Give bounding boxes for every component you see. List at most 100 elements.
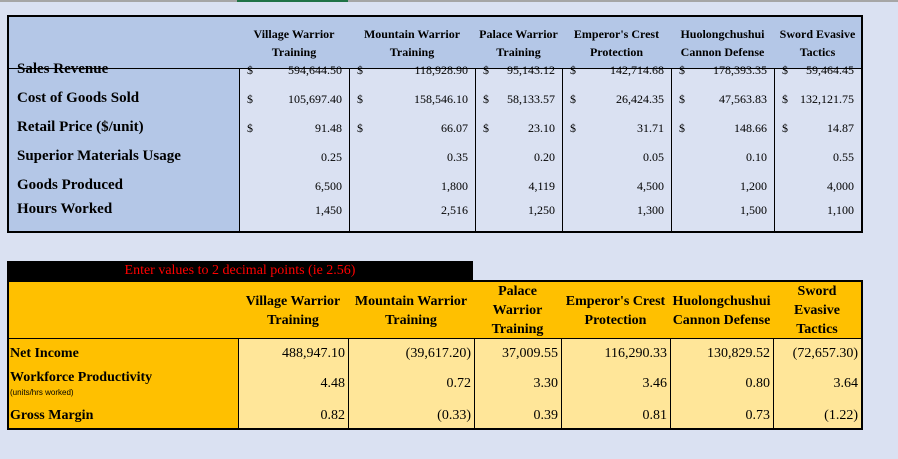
currency-symbol: $ [247, 63, 253, 77]
currency-symbol: $ [570, 63, 576, 77]
result-cell[interactable]: 3.30 [533, 376, 559, 391]
input-cell[interactable]: 6,500 [315, 179, 342, 193]
input-cell[interactable]: 0.25 [321, 150, 342, 164]
cell-divider [773, 339, 774, 430]
input-cell[interactable]: 1,100 [827, 203, 854, 217]
input-cell[interactable]: 1,200 [740, 179, 767, 193]
column-header: Huolongchushui Cannon Defense [680, 27, 765, 59]
input-cell[interactable]: 47,563.83 [719, 92, 767, 106]
column-header: Huolongchushui Cannon Defense [672, 293, 771, 328]
result-cell[interactable]: 0.73 [745, 408, 771, 423]
cell-divider [239, 69, 240, 233]
column-header: Palace Warrior Training [479, 27, 558, 59]
cell-divider [475, 69, 476, 233]
result-cell[interactable]: 3.64 [833, 376, 859, 391]
currency-symbol: $ [570, 92, 576, 106]
input-cell[interactable]: 0.35 [447, 150, 468, 164]
input-cell[interactable]: 58,133.57 [507, 92, 555, 106]
cell-divider [671, 69, 672, 233]
input-cell[interactable]: 91.48 [315, 121, 342, 135]
input-cell[interactable]: 0.05 [643, 150, 664, 164]
result-cell[interactable]: 0.72 [446, 376, 472, 391]
column-header: Sword Evasive Tactics [779, 27, 856, 59]
result-cell[interactable]: (0.33) [437, 408, 471, 423]
instruction-banner: Enter values to 2 decimal points (ie 2.5… [7, 261, 473, 281]
input-cell[interactable]: 118,928.90 [414, 63, 468, 77]
input-cell[interactable]: 4,119 [528, 179, 555, 193]
cell-divider [561, 339, 562, 430]
result-cell[interactable]: 116,290.33 [604, 346, 667, 361]
column-header: Palace Warrior Training [491, 284, 544, 337]
currency-symbol: $ [357, 121, 363, 135]
row-label: Retail Price ($/unit) [17, 119, 144, 135]
currency-symbol: $ [357, 92, 363, 106]
column-header: Sword Evasive Tactics [794, 284, 840, 337]
result-cell[interactable]: 0.39 [533, 408, 559, 423]
input-cell[interactable]: 148.66 [734, 121, 767, 135]
input-cell[interactable]: 1,800 [441, 179, 468, 193]
result-cell[interactable]: 0.82 [320, 408, 346, 423]
result-cell[interactable]: 3.46 [642, 376, 668, 391]
input-cell[interactable]: 14.87 [827, 121, 854, 135]
input-cell[interactable]: 1,500 [740, 203, 767, 217]
input-cell[interactable]: 1,250 [528, 203, 555, 217]
column-header: Emperor's Crest Protection [565, 293, 666, 328]
input-cell[interactable]: 66.07 [441, 121, 468, 135]
currency-symbol: $ [782, 92, 788, 106]
header-row [9, 17, 861, 69]
results-table: Village Warrior Training Mountain Warrior… [7, 280, 863, 430]
currency-symbol: $ [357, 63, 363, 77]
input-cell[interactable]: 2,516 [441, 203, 468, 217]
result-cell[interactable]: (39,617.20) [405, 346, 471, 361]
result-cell[interactable]: (1.22) [824, 408, 858, 423]
input-cell[interactable]: 4,500 [637, 179, 664, 193]
result-cell[interactable]: (72,657.30) [792, 346, 858, 361]
column-header: Village Warrior Training [245, 293, 341, 328]
cell-divider [670, 339, 671, 430]
row-sublabel: (units/hrs worked) [10, 388, 74, 397]
input-cell[interactable]: 4,000 [827, 179, 854, 193]
input-cell[interactable]: 178,393.35 [713, 63, 767, 77]
input-cell[interactable]: 1,450 [315, 203, 342, 217]
input-cell[interactable]: 158,546.10 [414, 92, 468, 106]
cell-divider [238, 339, 239, 430]
row-label: Workforce Productivity [10, 370, 153, 385]
result-cell[interactable]: 0.81 [642, 408, 668, 423]
input-cell[interactable]: 132,121.75 [800, 92, 854, 106]
cell-divider [774, 69, 775, 233]
row-label: Gross Margin [10, 408, 94, 423]
column-header: Mountain Warrior Training [363, 27, 461, 59]
input-cell[interactable]: 0.10 [746, 150, 767, 164]
input-cell[interactable]: 23.10 [528, 121, 555, 135]
input-table: Village Warrior Training Mountain Warrior… [7, 15, 863, 233]
input-cell[interactable]: 594,644.50 [288, 63, 342, 77]
result-cell[interactable]: 488,947.10 [282, 346, 345, 361]
currency-symbol: $ [679, 92, 685, 106]
input-cell[interactable]: 0.55 [833, 150, 854, 164]
input-cell[interactable]: 26,424.35 [616, 92, 664, 106]
cell-divider [562, 69, 563, 233]
result-cell[interactable]: 0.80 [745, 376, 771, 391]
result-cell[interactable]: 37,009.55 [502, 346, 558, 361]
cell-divider [349, 69, 350, 233]
input-cell[interactable]: 142,714.68 [610, 63, 664, 77]
input-cell[interactable]: 0.20 [534, 150, 555, 164]
input-cell[interactable]: 31.71 [637, 121, 664, 135]
result-cell[interactable]: 4.48 [320, 376, 346, 391]
column-header: Emperor's Crest Protection [573, 27, 660, 59]
input-cell[interactable]: 1,300 [637, 203, 664, 217]
input-cell[interactable]: 59,464.45 [806, 63, 854, 77]
input-cell[interactable]: 105,697.40 [288, 92, 342, 106]
row-label: Sales Revenue [17, 61, 109, 77]
row-label: Goods Produced [17, 177, 123, 193]
active-sheet-indicator [237, 0, 348, 2]
currency-symbol: $ [483, 92, 489, 106]
currency-symbol: $ [483, 63, 489, 77]
input-cell[interactable]: 95,143.12 [507, 63, 555, 77]
currency-symbol: $ [782, 121, 788, 135]
row-label: Cost of Goods Sold [17, 90, 140, 106]
result-cell[interactable]: 130,829.52 [707, 346, 770, 361]
currency-symbol: $ [679, 121, 685, 135]
currency-symbol: $ [782, 63, 788, 77]
currency-symbol: $ [483, 121, 489, 135]
